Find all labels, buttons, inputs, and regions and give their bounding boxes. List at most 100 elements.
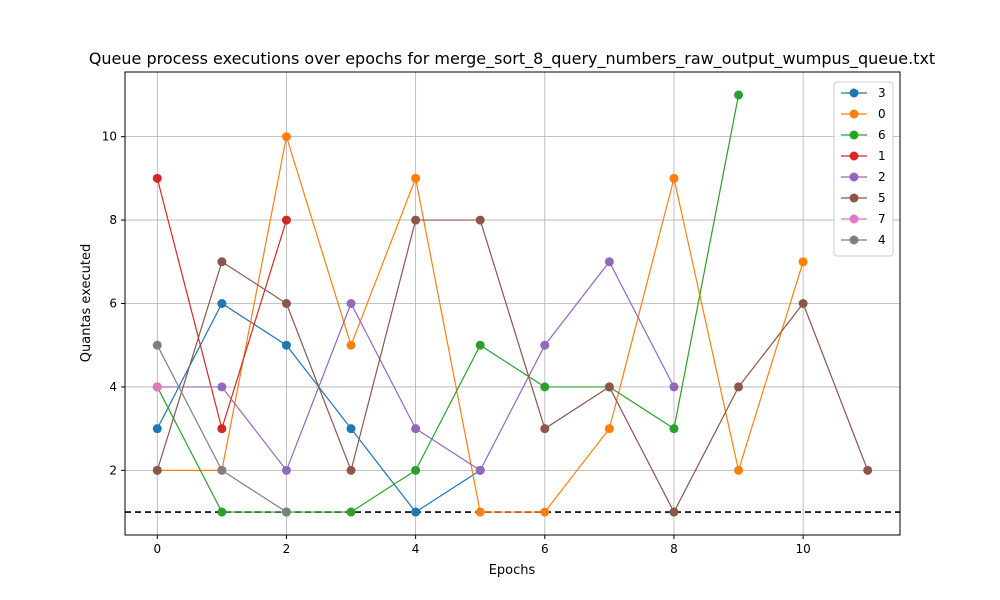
data-point (346, 507, 356, 517)
data-point (411, 424, 421, 434)
data-point (411, 215, 421, 225)
legend-label: 3 (878, 86, 886, 100)
data-point (281, 340, 291, 350)
data-point (281, 507, 291, 517)
legend-label: 6 (878, 128, 886, 142)
data-point (734, 90, 744, 100)
data-point (604, 382, 614, 392)
x-tick-label: 4 (412, 542, 420, 556)
data-point (734, 382, 744, 392)
y-tick-label: 6 (109, 297, 117, 311)
data-point (217, 299, 227, 308)
data-point (540, 424, 550, 434)
data-point (281, 299, 291, 308)
x-tick-label: 6 (541, 542, 549, 556)
series-3 (152, 299, 485, 517)
data-point (863, 465, 873, 475)
legend-label: 1 (878, 149, 886, 163)
data-point (540, 507, 550, 517)
legend-label: 2 (878, 170, 886, 184)
legend-label: 4 (878, 233, 886, 247)
data-point (734, 465, 744, 475)
data-point (798, 299, 808, 308)
data-point (411, 507, 421, 517)
data-point (152, 424, 162, 434)
legend-marker (849, 214, 859, 224)
data-point (669, 173, 679, 183)
data-point (411, 465, 421, 475)
data-point (152, 382, 162, 392)
legend-entry: 2 (841, 170, 886, 184)
data-point (669, 507, 679, 517)
series-5 (152, 215, 873, 517)
data-point (346, 340, 356, 350)
series-line (156, 219, 869, 514)
data-point (475, 507, 485, 517)
legend-entry: 1 (841, 149, 886, 163)
y-tick-label: 8 (109, 213, 117, 227)
series-7 (152, 382, 162, 392)
data-point (152, 340, 162, 350)
data-point (217, 507, 227, 517)
data-point (217, 382, 227, 392)
legend-entry: 6 (841, 128, 886, 142)
x-axis-label: Epochs (489, 563, 536, 578)
data-point (281, 132, 291, 142)
series-4 (152, 340, 291, 517)
series-layer (152, 90, 873, 517)
data-point (604, 257, 614, 267)
legend-label: 7 (878, 212, 886, 226)
data-point (669, 424, 679, 434)
data-point (540, 340, 550, 350)
legend-entry: 4 (841, 233, 886, 247)
x-tick-label: 10 (795, 542, 810, 556)
y-axis-label: Quantas executed (79, 244, 94, 362)
data-point (281, 215, 291, 225)
x-tick-label: 2 (283, 542, 291, 556)
data-point (540, 382, 550, 392)
legend-entry: 7 (841, 212, 886, 226)
legend-marker (849, 151, 859, 161)
data-point (281, 465, 291, 475)
data-point (217, 424, 227, 434)
data-point (604, 424, 614, 434)
data-point (669, 382, 679, 392)
legend-entry: 5 (841, 191, 886, 205)
data-point (152, 465, 162, 475)
chart-title: Queue process executions over epochs for… (89, 49, 935, 69)
series-0 (152, 132, 808, 517)
series-2 (152, 257, 679, 475)
y-tick-label: 4 (109, 380, 117, 394)
legend-marker (849, 172, 859, 182)
data-point (346, 424, 356, 434)
data-point (346, 465, 356, 475)
legend-marker (849, 235, 859, 245)
y-axis-ticks: 2 4 6 8 10 (102, 130, 125, 477)
data-point (475, 465, 485, 475)
y-tick-label: 2 (109, 463, 117, 477)
legend-entry: 3 (841, 86, 886, 100)
x-tick-label: 8 (670, 542, 678, 556)
data-point (346, 299, 356, 308)
data-point (475, 340, 485, 350)
x-axis-ticks: 0 2 4 6 8 10 (153, 535, 811, 556)
data-point (217, 257, 227, 267)
legend-label: 5 (878, 191, 886, 205)
legend-marker (849, 109, 859, 119)
legend-marker (849, 130, 859, 140)
data-point (798, 257, 808, 267)
y-tick-label: 10 (102, 130, 117, 144)
legend-marker (849, 88, 859, 98)
data-point (152, 173, 162, 183)
grid-lines (125, 72, 900, 535)
legend-box (833, 81, 894, 257)
legend-entry: 0 (841, 107, 886, 121)
legend-label: 0 (878, 107, 886, 121)
series-line (156, 94, 740, 513)
legend-marker (849, 193, 859, 203)
x-tick-label: 0 (153, 542, 161, 556)
data-point (475, 215, 485, 225)
data-point (217, 465, 227, 475)
